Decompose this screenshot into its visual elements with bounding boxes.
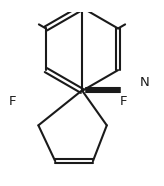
Text: N: N <box>140 76 149 89</box>
Text: F: F <box>9 95 17 108</box>
Text: F: F <box>120 95 127 108</box>
